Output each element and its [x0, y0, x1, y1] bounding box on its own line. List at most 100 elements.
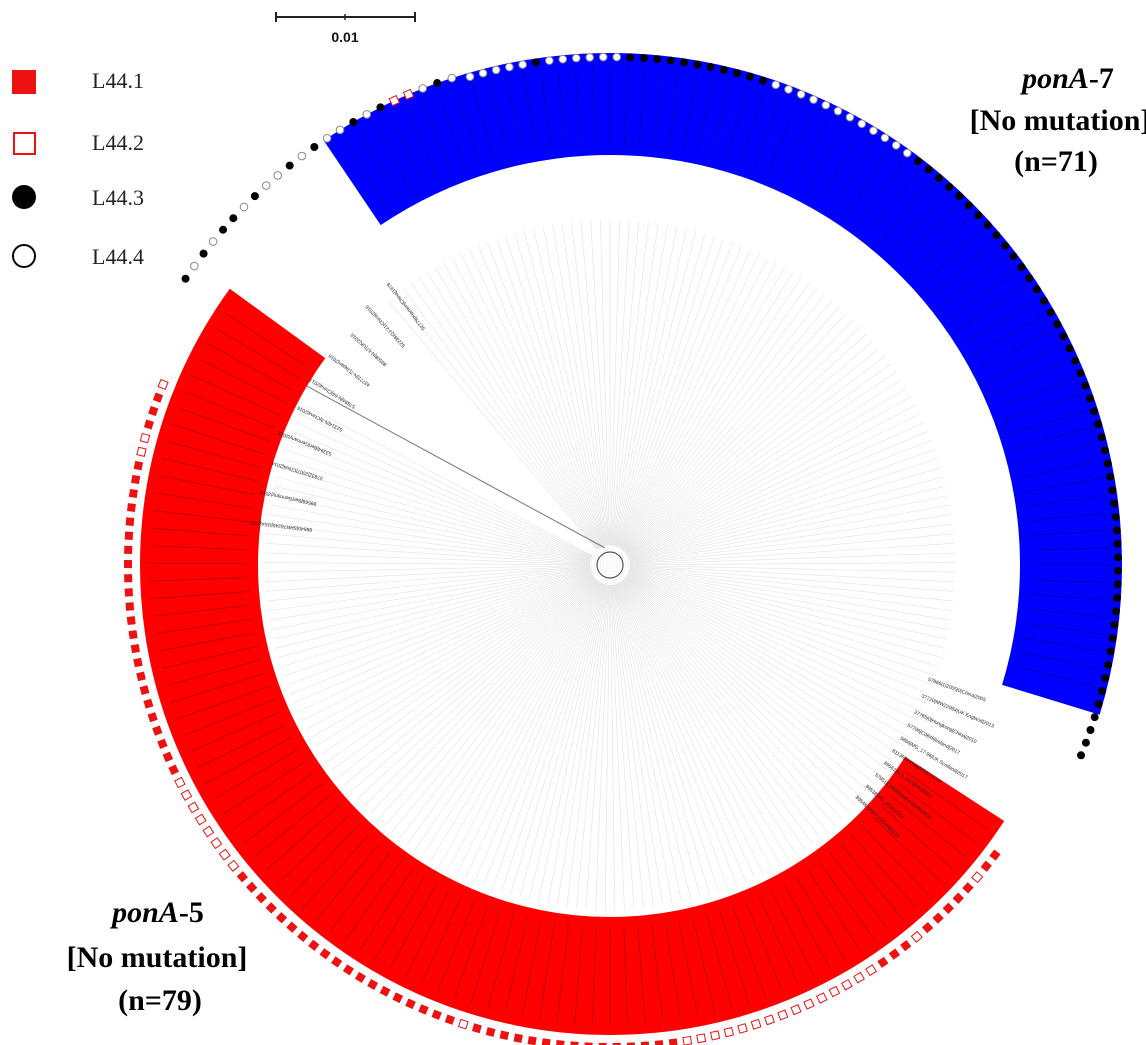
branch-line — [628, 439, 932, 559]
leaf-label-mark — [1023, 477, 1103, 493]
filled-square-icon — [12, 70, 36, 94]
filled-square-marker — [921, 921, 934, 934]
branch-line — [266, 566, 591, 602]
leaf-label-mark — [1029, 579, 1110, 583]
filled-circle-marker — [693, 60, 702, 69]
leaf-label: 43772|N-7|Japan|2016 — [327, 352, 371, 387]
filled-square-marker — [405, 998, 416, 1010]
filled-square-marker — [124, 531, 134, 540]
branch-line — [622, 580, 829, 833]
branch-line — [350, 577, 596, 793]
legend-item-l44-1: L44.1 — [12, 68, 144, 94]
branch-lines — [265, 220, 955, 910]
branch-line — [614, 584, 692, 901]
leaf-label-mark — [504, 917, 528, 1013]
branch-line — [306, 574, 593, 730]
filled-square-marker — [246, 881, 258, 894]
open-circle-marker — [208, 237, 218, 246]
leaf-label-mark — [540, 69, 552, 150]
leaf-label-mark — [574, 66, 582, 147]
leaf-label-mark — [215, 327, 300, 379]
branch-line — [482, 583, 603, 886]
leaf-label-mark — [303, 834, 370, 909]
leaf-label-mark — [653, 67, 663, 148]
branch-line — [609, 584, 616, 910]
legend-label-l44-1: L44.1 — [92, 68, 144, 93]
branch-line — [443, 262, 601, 548]
branch-line — [616, 583, 729, 890]
filled-circle-marker — [1108, 634, 1117, 643]
branch-line — [326, 576, 594, 763]
filled-square-marker — [942, 902, 954, 914]
root-ring — [584, 539, 636, 591]
branch-line — [265, 543, 591, 565]
filled-circle-marker — [1059, 332, 1068, 341]
branch-line — [580, 221, 609, 546]
open-circle-marker — [902, 148, 912, 158]
branch-line — [617, 249, 751, 547]
leaf-label-mark — [766, 101, 798, 176]
branch-line — [619, 262, 777, 548]
open-circle-marker — [261, 181, 271, 190]
branch-line — [509, 584, 605, 896]
filled-circle-marker — [1001, 241, 1010, 250]
branch-line — [612, 584, 654, 908]
branch-line — [465, 583, 602, 879]
leaf-label-mark — [806, 868, 861, 952]
leaf-label-mark — [158, 632, 255, 652]
filled-circle-marker — [974, 211, 983, 220]
filled-circle-marker — [1113, 539, 1122, 548]
open-circle-marker — [833, 106, 843, 116]
branch-line — [629, 504, 950, 562]
filled-circle-marker — [964, 201, 973, 210]
filled-square-marker — [123, 560, 133, 569]
legend-item-l44-3: L44.3 — [12, 185, 144, 210]
branch-line — [611, 222, 649, 546]
branch-line — [625, 577, 883, 778]
branch-line — [278, 467, 591, 560]
branch-line — [617, 583, 747, 883]
branch-line — [528, 584, 606, 901]
filled-circle-marker — [1090, 407, 1099, 416]
branch-line — [629, 476, 944, 561]
branch-line — [627, 574, 914, 730]
filled-square-marker — [952, 892, 964, 904]
filled-circle-marker — [1032, 285, 1041, 294]
branch-line — [613, 584, 673, 905]
leaf-label-mark — [711, 79, 732, 158]
leaf-label-mark — [151, 527, 250, 537]
filled-square-marker — [654, 1040, 664, 1045]
branch-line — [613, 224, 668, 546]
branch-line — [418, 277, 600, 549]
branch-line — [267, 567, 591, 611]
branch-line — [613, 584, 683, 903]
branch-line — [629, 570, 943, 659]
leaf-label-mark — [793, 115, 830, 188]
leaf-label: 52779|Xiamen|China|1978 — [386, 281, 427, 331]
leaf-label-mark — [1029, 547, 1110, 551]
leaf-label-mark — [190, 374, 281, 416]
branch-line — [277, 570, 591, 659]
branch-line — [617, 583, 738, 886]
svg-text:ponA-5: ponA-5 — [109, 896, 204, 929]
filled-square-marker — [139, 685, 150, 695]
branch-line — [611, 584, 644, 909]
branch-line — [627, 573, 919, 721]
filled-circle-icon — [12, 185, 36, 209]
clade-count: (n=79) — [118, 984, 202, 1017]
leaf-label-mark — [374, 123, 414, 195]
filled-circle-marker — [1094, 700, 1103, 709]
clade-title-pona-5: ponA-5 [No mutation] (n=79) — [67, 896, 248, 1017]
branch-line — [627, 404, 916, 556]
open-square-marker — [840, 978, 853, 991]
leaf-label-mark — [999, 377, 1074, 409]
phylogenetic-tree: 57866|1|2005|0|China|200537720|MW22964|U… — [123, 52, 1122, 1045]
leaf-label-mark — [725, 84, 749, 162]
open-square-marker — [865, 964, 878, 977]
filled-square-marker — [499, 1030, 510, 1041]
branch-line — [624, 333, 867, 552]
leaf-label-mark — [1028, 529, 1109, 537]
branch-line — [627, 573, 923, 713]
branch-line — [272, 569, 591, 640]
open-circle-marker — [518, 60, 527, 69]
